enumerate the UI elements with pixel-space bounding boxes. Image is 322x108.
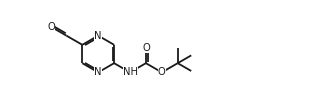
Text: N: N — [94, 67, 102, 77]
Text: N: N — [94, 31, 102, 41]
Text: O: O — [158, 67, 166, 77]
Text: NH: NH — [122, 67, 137, 77]
Text: O: O — [47, 22, 55, 32]
Text: O: O — [142, 43, 150, 53]
